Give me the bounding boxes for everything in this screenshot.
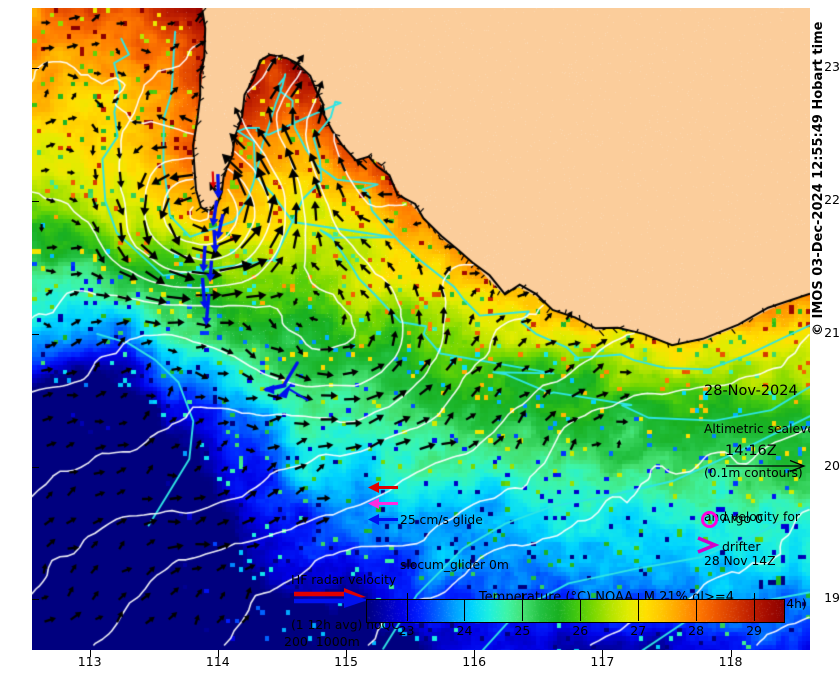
y-axis-tick-mark [32,68,39,69]
hf-radar-line-1: HF radar velocity [291,573,400,588]
colorbar-tick-mark [464,599,465,621]
altimetric-line-4: 28 Nov 14Z [704,554,810,569]
y-axis-tick-mark [32,467,39,468]
colorbar-tick-label: 29 [734,623,774,638]
y-axis-tick-mark [32,201,39,202]
glider-199m-vel-arrow-icon [368,513,400,526]
colorbar-tick-mark [407,599,408,621]
drifter-legend-label: drifter [722,540,760,555]
colorbar-tick-label: 28 [676,623,716,638]
colorbar-tick-label: 25 [502,623,542,638]
y-axis-tick-mark [32,334,39,335]
y-axis-tick-label: 21 [812,328,840,338]
depth-contour-legend: 200 1000m [284,635,360,650]
y-axis-tick-label: 23 [812,62,840,72]
y-axis-tick-label: 19 [812,593,840,603]
x-axis-tick-mark [731,650,732,657]
colorbar-tick-mark [638,599,639,621]
colorbar-tick-mark [522,599,523,621]
colorbar-upper-tick [754,593,755,600]
y-axis-tick-mark [32,599,39,600]
x-axis-tick-mark [90,650,91,657]
colorbar-upper-tick [522,593,523,600]
argo-marker-icon [701,511,718,528]
colorbar-tick-mark [580,599,581,621]
y-axis-tick-label: 20 [812,461,840,471]
colorbar-tick-label: 24 [444,623,484,638]
altimetric-line-1: Altimetric sealevel [704,422,810,437]
x-axis-tick-mark [346,650,347,657]
slocum-glider-arrow-icon [368,497,400,510]
hf-radar-scale-arrows-icon [292,588,372,610]
colorbar-upper-tick [638,593,639,600]
x-axis-tick-mark [474,650,475,657]
colorbar-tick-mark [754,599,755,621]
colorbar-tick-mark [696,599,697,621]
x-axis-tick-mark [218,650,219,657]
glide-speed-label: 25 cm/s glide [400,513,509,528]
altimetric-scale-arrow-icon [724,459,810,473]
colorbar-ticks: 23 24 25 26 27 28 29 [366,599,783,621]
colorbar-upper-tick [407,593,408,600]
colorbar-tick-label: 27 [618,623,658,638]
map-plot-area[interactable]: 28-Nov-2024 14:16Z Altimetric sealevel (… [32,8,810,650]
glide-25cms-arrow-icon [368,481,400,494]
y-axis-tick-label: 22 [812,195,840,205]
x-axis-tick-mark [602,650,603,657]
argo-legend-label: Argo 0 [722,512,763,527]
colorbar-tick-label: 23 [387,623,427,638]
screenshot-root: 28-Nov-2024 14:16Z Altimetric sealevel (… [0,0,840,680]
drifter-marker-icon [696,536,722,554]
slocum-glider-label: slocum_glider 0m [400,558,509,573]
colorbar-tick-label: 26 [560,623,600,638]
